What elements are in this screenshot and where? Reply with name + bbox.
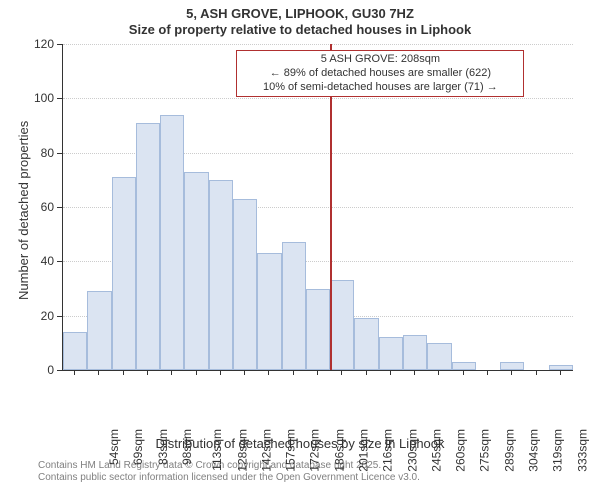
gridline [63,98,573,99]
ytick-mark [57,207,62,208]
histogram-bar [549,365,573,370]
histogram-bar [209,180,233,370]
xtick-mark [171,370,172,375]
xtick-label: 275sqm [478,429,492,472]
ytick-mark [57,316,62,317]
histogram-bar [427,343,451,370]
ytick-label: 80 [28,146,54,160]
xtick-label: 230sqm [405,429,419,472]
xtick-label: 319sqm [551,429,565,472]
xtick-label: 304sqm [527,429,541,472]
xtick-label: 83sqm [156,429,170,465]
xtick-mark [487,370,488,375]
xtick-mark [366,370,367,375]
histogram-bar [160,115,184,370]
histogram-bar [136,123,160,370]
histogram-bar [233,199,257,370]
xtick-mark [463,370,464,375]
ytick-label: 20 [28,309,54,323]
histogram-bar [63,332,87,370]
xtick-label: 186sqm [332,429,346,472]
xtick-mark [438,370,439,375]
xtick-mark [244,370,245,375]
ytick-mark [57,153,62,154]
ytick-label: 120 [28,37,54,51]
xtick-mark [293,370,294,375]
ytick-mark [57,98,62,99]
xtick-mark [147,370,148,375]
histogram-bar [500,362,524,370]
chart-title-line1: 5, ASH GROVE, LIPHOOK, GU30 7HZ [0,6,600,21]
xtick-mark [196,370,197,375]
xtick-label: 54sqm [107,429,121,465]
chart-container: 5, ASH GROVE, LIPHOOK, GU30 7HZ Size of … [0,0,600,500]
ytick-label: 0 [28,363,54,377]
histogram-bar [306,289,330,371]
xtick-label: 172sqm [308,429,322,472]
histogram-bar [257,253,281,370]
annotation-line2: ← 89% of detached houses are smaller (62… [241,67,519,81]
xtick-mark [341,370,342,375]
histogram-bar [112,177,136,370]
xtick-mark [560,370,561,375]
xtick-label: 98sqm [180,429,194,465]
ytick-mark [57,370,62,371]
ytick-label: 100 [28,91,54,105]
xtick-mark [317,370,318,375]
histogram-bar [452,362,476,370]
plot-area: 5 ASH GROVE: 208sqm← 89% of detached hou… [62,44,573,371]
xtick-mark [511,370,512,375]
xtick-mark [390,370,391,375]
histogram-bar [330,280,354,370]
histogram-bar [282,242,306,370]
xtick-mark [220,370,221,375]
gridline [63,44,573,45]
xtick-label: 128sqm [235,429,249,472]
xtick-mark [268,370,269,375]
ytick-mark [57,44,62,45]
ytick-label: 60 [28,200,54,214]
ytick-label: 40 [28,254,54,268]
xtick-label: 69sqm [131,429,145,465]
xtick-label: 216sqm [381,429,395,472]
xtick-label: 260sqm [454,429,468,472]
xtick-label: 289sqm [502,429,516,472]
xtick-mark [123,370,124,375]
xtick-label: 142sqm [260,429,274,472]
chart-title-line2: Size of property relative to detached ho… [0,22,600,37]
xtick-label: 245sqm [430,429,444,472]
xtick-mark [414,370,415,375]
annotation-line3: 10% of semi-detached houses are larger (… [241,81,519,95]
xtick-label: 333sqm [575,429,589,472]
histogram-bar [87,291,111,370]
xtick-mark [536,370,537,375]
ytick-mark [57,261,62,262]
histogram-bar [354,318,378,370]
xtick-label: 157sqm [284,429,298,472]
histogram-bar [379,337,403,370]
annotation-line1: 5 ASH GROVE: 208sqm [241,53,519,67]
attribution-line2: Contains public sector information licen… [38,472,420,484]
xtick-label: 201sqm [357,429,371,472]
xtick-mark [98,370,99,375]
annotation-box: 5 ASH GROVE: 208sqm← 89% of detached hou… [236,50,524,97]
xtick-mark [74,370,75,375]
histogram-bar [403,335,427,370]
histogram-bar [184,172,208,370]
xtick-label: 113sqm [210,429,224,471]
